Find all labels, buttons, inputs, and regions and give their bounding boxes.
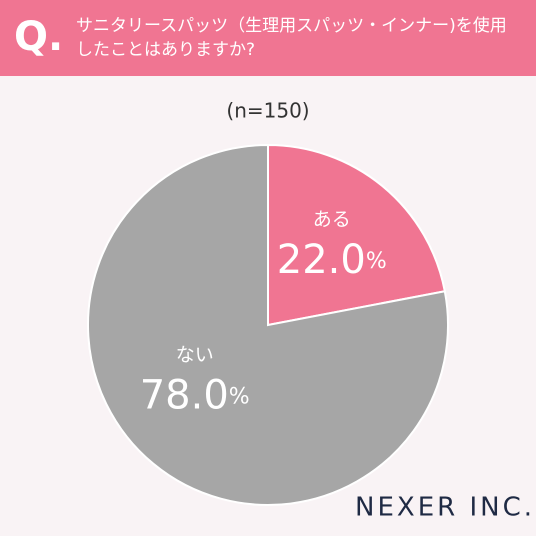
header: Q. サニタリースパッツ（生理用スパッツ・インナー)を使用したことはありますか? (0, 0, 536, 76)
question-marker: Q. (14, 14, 64, 60)
slice-label: ない (176, 344, 214, 366)
pie-slice (267, 143, 446, 327)
slice-label: ある (313, 208, 351, 230)
chart-title: サニタリースパッツ（生理用スパッツ・インナー)を使用したことはありますか? (76, 16, 507, 60)
subtitle: (n=150) (226, 99, 309, 123)
brand: NEXER INC. (355, 493, 535, 523)
value-label: 22.0% (277, 237, 387, 283)
pie-slice (87, 143, 449, 506)
value-label: 78.0% (140, 373, 250, 419)
